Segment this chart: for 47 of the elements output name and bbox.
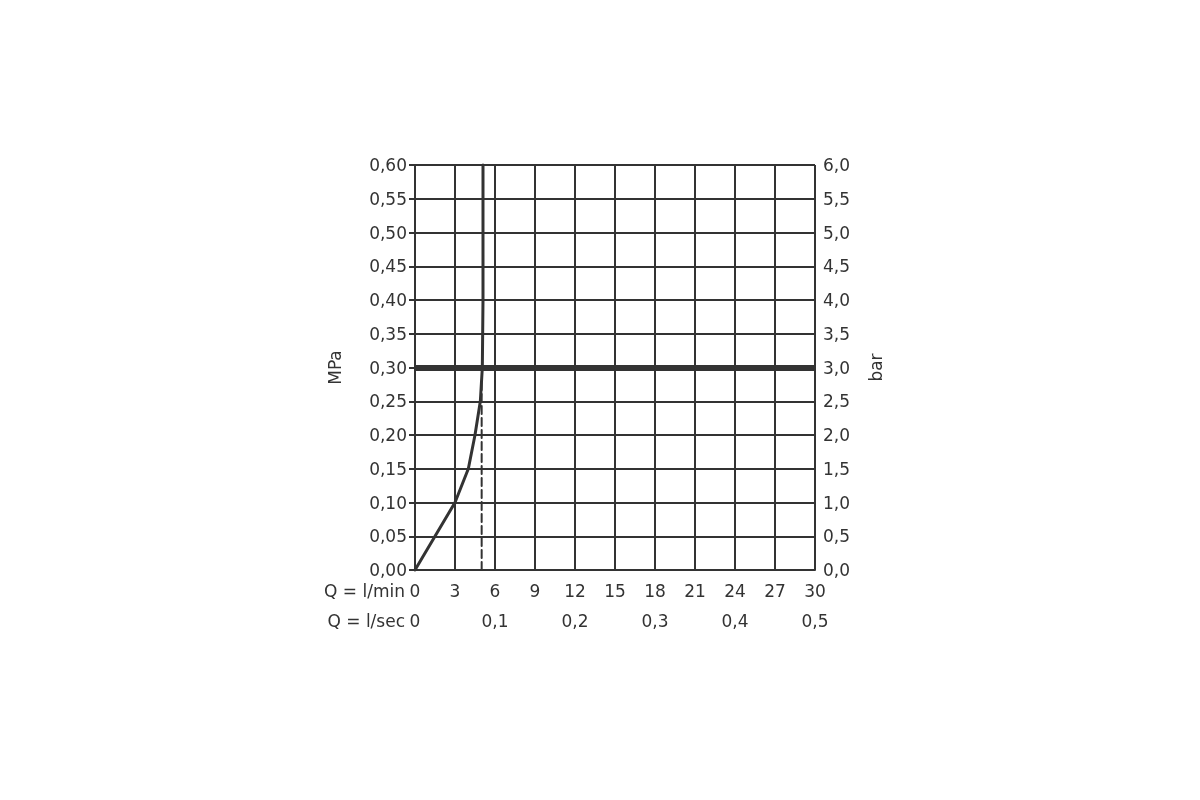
y-tick-label: 0,55 bbox=[369, 188, 407, 209]
y2-tick-label: 1,5 bbox=[823, 458, 851, 479]
y-tick-label: 0,15 bbox=[369, 458, 407, 479]
y2-tick-label: 2,0 bbox=[823, 425, 851, 445]
y-tick-label: 0,60 bbox=[369, 155, 407, 175]
y2-tick-label: 1,0 bbox=[823, 492, 851, 513]
x-tick-label: 15 bbox=[604, 580, 626, 601]
x-tick-label: 18 bbox=[644, 580, 666, 601]
y2-axis-title: bar bbox=[865, 353, 886, 382]
y-tick-label: 0,30 bbox=[369, 357, 407, 378]
y2-tick-label: 0,5 bbox=[823, 526, 851, 547]
y-tick-label: 0,20 bbox=[369, 425, 407, 445]
y-tick-label: 0,00 bbox=[369, 560, 407, 580]
x-tick-label: 30 bbox=[804, 580, 826, 601]
y2-tick-label: 6,0 bbox=[823, 155, 851, 175]
x2-axis-title: Q = l/sec bbox=[327, 610, 405, 631]
x2-tick-label: 0,5 bbox=[801, 610, 829, 631]
y-tick-label: 0,05 bbox=[369, 526, 407, 547]
y2-tick-label: 0,0 bbox=[823, 560, 851, 580]
y-axis-title: MPa bbox=[324, 350, 345, 385]
x-tick-label: 21 bbox=[684, 580, 706, 601]
y-tick-label: 0,45 bbox=[369, 256, 407, 277]
y-tick-label: 0,35 bbox=[369, 323, 407, 344]
x2-tick-label: 0,2 bbox=[561, 610, 589, 631]
y-tick-label: 0,40 bbox=[369, 290, 407, 310]
y2-tick-label: 5,0 bbox=[823, 222, 851, 243]
y2-tick-label: 3,5 bbox=[823, 323, 851, 344]
y2-tick-label: 4,5 bbox=[823, 256, 851, 277]
x-tick-label: 27 bbox=[764, 580, 786, 601]
x-tick-label: 3 bbox=[449, 580, 461, 601]
y-tick-label: 0,10 bbox=[369, 492, 407, 513]
y2-tick-label: 4,0 bbox=[823, 290, 851, 310]
y2-tick-label: 2,5 bbox=[823, 391, 851, 412]
x2-tick-label: 0,1 bbox=[481, 610, 509, 631]
x2-tick-label: 0 bbox=[409, 610, 421, 631]
x-axis-title: Q = l/min bbox=[324, 580, 406, 601]
x2-tick-label: 0,3 bbox=[641, 610, 669, 631]
x-tick-label: 0 bbox=[409, 580, 421, 601]
x-tick-label: 6 bbox=[489, 580, 501, 601]
x-tick-label: 24 bbox=[724, 580, 746, 601]
y2-tick-label: 3,0 bbox=[823, 357, 851, 378]
x2-tick-label: 0,4 bbox=[721, 610, 749, 631]
x-tick-label: 9 bbox=[529, 580, 541, 601]
x-tick-label: 12 bbox=[564, 580, 586, 601]
y-tick-label: 0,25 bbox=[369, 391, 407, 412]
y-tick-label: 0,50 bbox=[369, 222, 407, 243]
y2-tick-label: 5,5 bbox=[823, 188, 851, 209]
